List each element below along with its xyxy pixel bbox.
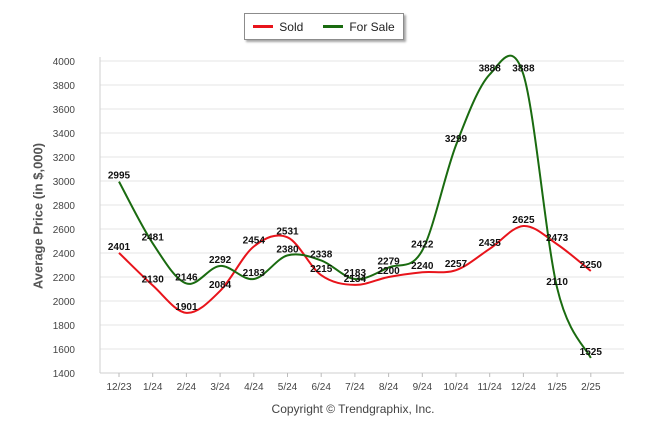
y-tick-label: 2600 [53, 225, 76, 236]
data-label-for-sale: 1525 [580, 347, 603, 358]
data-label-sold: 2401 [108, 242, 131, 253]
x-tick-label: 12/24 [511, 382, 536, 393]
data-label-sold: 2531 [276, 226, 299, 237]
y-tick-label: 2000 [53, 297, 76, 308]
y-tick-label: 3400 [53, 129, 76, 140]
legend-item-for-sale[interactable]: For Sale [323, 19, 395, 34]
x-tick-label: 6/24 [311, 382, 331, 393]
legend-label-sold: Sold [279, 19, 304, 34]
series-line-for-sale [118, 54, 592, 359]
y-tick-label: 3000 [53, 177, 76, 188]
data-label-sold: 2240 [411, 261, 434, 272]
data-label-sold: 2454 [243, 236, 266, 247]
grid-lines [99, 57, 624, 374]
legend-swatch-for-sale [323, 25, 344, 28]
data-label-for-sale: 3888 [479, 63, 502, 74]
y-tick-label: 1800 [53, 321, 76, 332]
y-tick-label: 2800 [53, 201, 76, 212]
data-label-for-sale: 2422 [411, 239, 434, 250]
data-label-sold: 1901 [175, 302, 198, 313]
data-label-for-sale: 2183 [243, 268, 266, 279]
data-label-for-sale: 2279 [377, 257, 400, 268]
data-label-sold: 2625 [512, 215, 535, 226]
y-tick-label: 1600 [53, 345, 76, 356]
legend-item-sold[interactable]: Sold [253, 20, 303, 34]
x-tick-label: 11/24 [478, 382, 503, 393]
data-label-for-sale: 2338 [310, 249, 333, 260]
data-label-sold: 2215 [310, 264, 333, 275]
y-tick-label: 3200 [53, 153, 76, 164]
y-tick-label: 2200 [53, 273, 76, 284]
data-label-for-sale: 3299 [445, 134, 468, 145]
x-tick-label: 3/24 [210, 382, 230, 393]
x-tick-label: 2/24 [177, 382, 197, 393]
data-label-for-sale: 2146 [175, 272, 198, 283]
x-tick-label: 8/24 [379, 382, 399, 393]
data-label-for-sale: 2995 [108, 171, 131, 182]
data-label-sold: 2084 [209, 280, 232, 291]
data-label-sold: 2134 [344, 274, 367, 285]
x-tick-label: 7/24 [345, 382, 365, 393]
x-axis-ticks: 12/23 1/24 2/24 3/24 4/24 5/24 6/24 7/24 8/24 9/2… [106, 373, 601, 393]
series-line-sold [118, 224, 592, 314]
y-axis-ticks: 1400 1600 1800 2000 2200 2400 2600 2800 3000 3200… [53, 57, 76, 380]
legend-swatch-sold [253, 25, 274, 28]
y-tick-label: 3800 [53, 81, 76, 92]
x-tick-label: 9/24 [413, 382, 433, 393]
data-label-sold: 2257 [445, 259, 468, 270]
data-label-for-sale: 2183 [344, 268, 367, 279]
data-labels: 2401 2130 1901 2084 2454 2531 2215 2134 2200 2240… [108, 63, 602, 358]
data-label-for-sale: 2292 [209, 255, 232, 266]
data-label-sold: 2435 [479, 238, 502, 249]
x-tick-label: 2/25 [581, 382, 601, 393]
series-lines [118, 54, 592, 359]
data-label-for-sale: 3888 [512, 63, 535, 74]
data-label-sold: 2130 [142, 274, 165, 285]
y-axis-label: Average Price (in $,000) [30, 142, 46, 290]
y-tick-label: 4000 [53, 57, 76, 68]
data-label-for-sale: 2380 [276, 244, 299, 255]
legend-label-for-sale: For Sale [349, 19, 395, 34]
legend: Sold For Sale [244, 13, 404, 40]
x-tick-label: 5/24 [278, 382, 298, 393]
data-label-for-sale: 2481 [142, 232, 165, 243]
x-tick-label: 4/24 [244, 382, 264, 393]
data-label-sold: 2473 [546, 233, 569, 244]
y-tick-label: 1400 [53, 369, 76, 380]
x-tick-label: 10/24 [443, 382, 468, 393]
data-label-sold: 2250 [580, 260, 603, 271]
y-tick-label: 2400 [53, 249, 76, 260]
y-tick-label: 3600 [53, 105, 76, 116]
x-tick-label: 1/24 [143, 382, 163, 393]
copyright-credit: Copyright © Trendgraphix, Inc. [271, 402, 435, 416]
data-label-sold: 2200 [377, 266, 400, 277]
x-tick-label: 12/23 [106, 382, 131, 393]
x-tick-label: 1/25 [547, 382, 567, 393]
data-label-for-sale: 2110 [546, 277, 568, 288]
